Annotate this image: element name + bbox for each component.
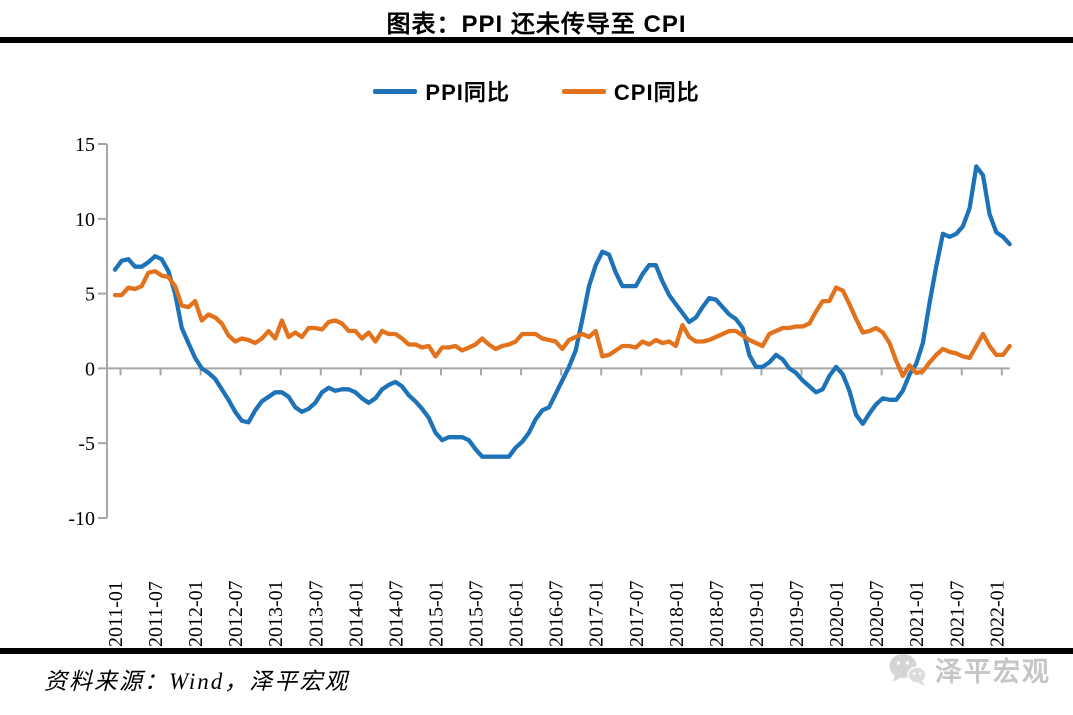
svg-text:2018-07: 2018-07 xyxy=(706,580,728,647)
svg-text:2019-07: 2019-07 xyxy=(786,580,808,647)
svg-text:2016-01: 2016-01 xyxy=(506,580,528,647)
svg-text:15: 15 xyxy=(75,134,95,156)
svg-text:2013-01: 2013-01 xyxy=(265,580,287,647)
svg-text:2015-07: 2015-07 xyxy=(466,580,488,647)
svg-text:2012-07: 2012-07 xyxy=(225,580,247,647)
line-chart: 15 10 5 0 -5 -10 2011-01 2011-07 2012-01 2012-07 2… xyxy=(0,120,1073,650)
svg-text:5: 5 xyxy=(85,284,95,306)
chart-legend: PPI同比 CPI同比 xyxy=(0,76,1073,106)
series-line-CPI同比 xyxy=(112,269,1012,379)
legend-item-ppi: PPI同比 xyxy=(373,75,509,107)
legend-label-cpi: CPI同比 xyxy=(613,80,700,105)
svg-text:2014-07: 2014-07 xyxy=(385,580,407,647)
svg-text:2013-07: 2013-07 xyxy=(305,580,327,647)
y-axis-ticks xyxy=(98,143,107,519)
svg-text:2018-01: 2018-01 xyxy=(666,580,688,647)
svg-text:2020-07: 2020-07 xyxy=(866,580,888,647)
svg-text:2019-01: 2019-01 xyxy=(746,580,768,647)
svg-text:0: 0 xyxy=(85,358,95,380)
brand-logo-text: 泽平宏观 xyxy=(935,657,1051,687)
svg-text:2017-07: 2017-07 xyxy=(626,580,648,647)
page-title: 图表：PPI 还未传导至 CPI xyxy=(386,11,687,38)
svg-text:2017-01: 2017-01 xyxy=(586,580,608,647)
top-divider-rule xyxy=(0,37,1073,43)
svg-text:2014-01: 2014-01 xyxy=(345,580,367,647)
ppi-line-swatch xyxy=(373,88,418,94)
svg-text:2011-01: 2011-01 xyxy=(105,581,127,647)
svg-text:2020-01: 2020-01 xyxy=(826,580,848,647)
svg-text:2011-07: 2011-07 xyxy=(145,581,167,647)
bottom-divider-rule xyxy=(0,648,1073,654)
svg-text:-5: -5 xyxy=(78,433,95,455)
series-line-PPI同比 xyxy=(112,164,1012,459)
svg-text:2021-07: 2021-07 xyxy=(946,580,968,647)
brand-watermark: 泽平宏观 xyxy=(887,650,1051,689)
legend-label-ppi: PPI同比 xyxy=(425,80,510,105)
chat-bubbles-icon xyxy=(889,653,927,686)
svg-text:2022-01: 2022-01 xyxy=(986,580,1008,647)
cpi-line-swatch xyxy=(561,88,606,94)
svg-text:-10: -10 xyxy=(68,508,95,530)
svg-text:2021-01: 2021-01 xyxy=(906,580,928,647)
y-axis-labels: 15 10 5 0 -5 -10 xyxy=(68,134,95,530)
x-axis-labels: 2011-01 2011-07 2012-01 2012-07 2013-01 2013-… xyxy=(105,580,1008,647)
legend-item-cpi: CPI同比 xyxy=(561,75,700,107)
svg-text:2015-01: 2015-01 xyxy=(425,580,447,647)
svg-text:10: 10 xyxy=(75,209,95,231)
source-note: 资料来源：Wind，泽平宏观 xyxy=(44,669,350,694)
x-axis-ticks xyxy=(119,368,1003,376)
svg-text:2016-07: 2016-07 xyxy=(546,580,568,647)
svg-text:2012-01: 2012-01 xyxy=(185,580,207,647)
